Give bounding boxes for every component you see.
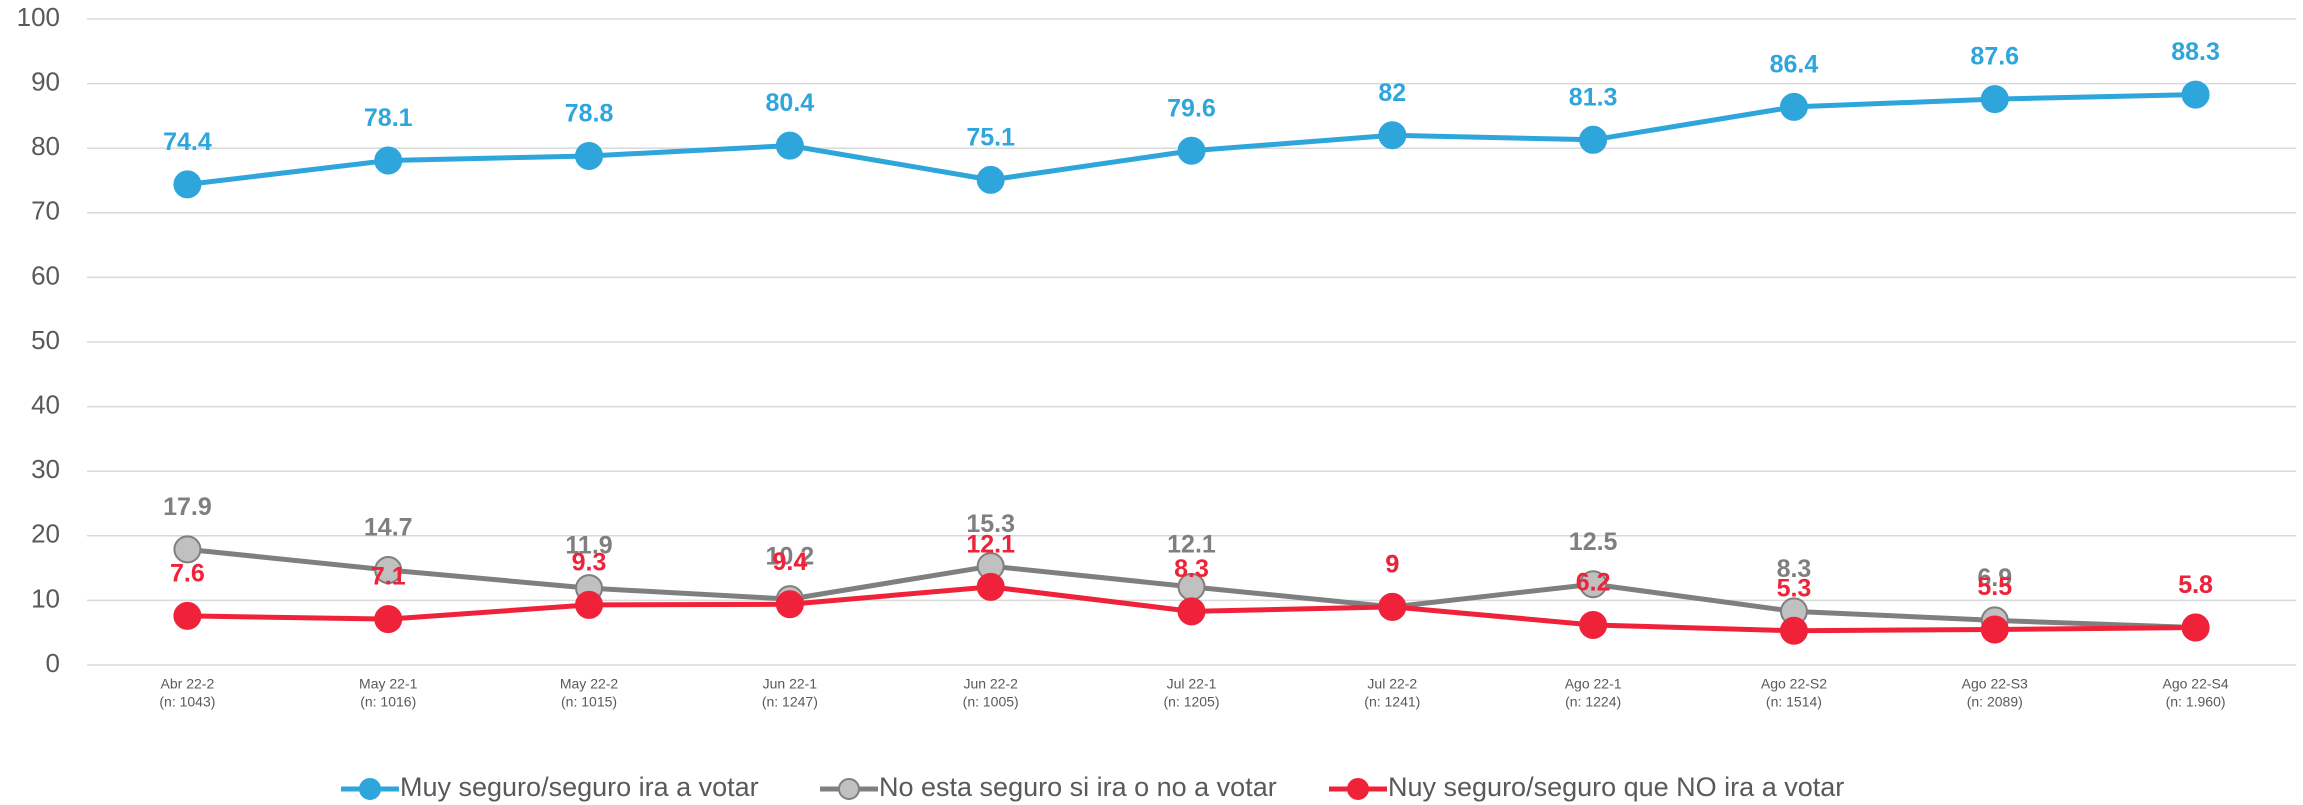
data-label: 6.9 — [1977, 564, 2012, 592]
data-label: 9 — [1385, 550, 1399, 578]
y-tick-label: 20 — [31, 519, 60, 549]
data-label: 8.3 — [1777, 555, 1812, 583]
marker — [173, 601, 202, 630]
marker — [374, 556, 403, 585]
legend-marker — [838, 778, 860, 800]
x-tick-label: Ago 22-S2 — [1761, 676, 1827, 692]
data-label: 80.4 — [766, 89, 815, 117]
y-tick-label: 90 — [31, 66, 60, 96]
marker — [1579, 570, 1608, 599]
data-label: 78.1 — [364, 104, 413, 132]
data-label: 11.9 — [565, 532, 612, 560]
marker — [1779, 92, 1808, 121]
marker — [1177, 597, 1206, 626]
x-tick-label: May 22-2 — [560, 676, 619, 692]
y-tick-label: 40 — [31, 389, 60, 419]
data-label: 5.8 — [2178, 571, 2213, 599]
marker — [1980, 615, 2009, 644]
legend-marker — [359, 778, 381, 800]
marker — [173, 535, 202, 564]
x-tick-label: Jul 22-2 — [1367, 676, 1417, 692]
y-tick-label: 60 — [31, 260, 60, 290]
y-tick-label: 10 — [31, 583, 60, 613]
data-label: 9 — [1385, 550, 1399, 578]
marker — [575, 590, 604, 619]
marker — [775, 590, 804, 619]
data-label: 82 — [1378, 79, 1406, 107]
data-label: 86.4 — [1770, 50, 1819, 78]
marker — [374, 146, 403, 175]
x-tick-label: Ago 22-S4 — [2163, 676, 2229, 692]
legend-label: No esta seguro si ira o no a votar — [879, 772, 1277, 802]
marker — [374, 605, 403, 634]
x-tick-label: (n: 1.960) — [2166, 694, 2226, 710]
data-label: 14.7 — [364, 514, 413, 542]
data-label: 87.6 — [1970, 43, 2019, 71]
x-tick-label: Ago 22-1 — [1565, 676, 1622, 692]
data-label: 5.3 — [1777, 574, 1812, 602]
data-label: 79.6 — [1167, 94, 1216, 122]
data-label: 5.8 — [2178, 571, 2213, 599]
x-tick-label: Jun 22-1 — [763, 676, 818, 692]
data-label: 9.4 — [772, 548, 807, 576]
data-label: 17.9 — [163, 493, 212, 521]
x-tick-label: May 22-1 — [359, 676, 418, 692]
marker — [775, 131, 804, 160]
data-label: 7.6 — [170, 560, 205, 588]
y-tick-label: 0 — [46, 648, 60, 678]
data-label: 9.3 — [572, 549, 607, 577]
data-label: 74.4 — [163, 128, 212, 156]
x-tick-label: Abr 22-2 — [161, 676, 215, 692]
marker — [1779, 616, 1808, 645]
marker — [2181, 613, 2210, 642]
x-tick-label: Jul 22-1 — [1167, 676, 1217, 692]
y-tick-label: 30 — [31, 454, 60, 484]
legend-label: Muy seguro/seguro ira a votar — [400, 772, 759, 802]
y-tick-label: 100 — [17, 2, 60, 32]
x-tick-label: (n: 1224) — [1565, 694, 1621, 710]
data-label: 81.3 — [1569, 83, 1618, 111]
x-tick-label: (n: 1043) — [159, 694, 215, 710]
data-label: 10.2 — [766, 543, 815, 571]
data-label: 78.8 — [565, 100, 614, 128]
marker — [1177, 136, 1206, 165]
legend-label: Nuy seguro/seguro que NO ira a votar — [1388, 772, 1844, 802]
data-label: 88.3 — [2171, 38, 2220, 66]
data-label: 15.3 — [966, 510, 1015, 538]
x-tick-label: (n: 1247) — [762, 694, 818, 710]
data-label: 12.1 — [966, 530, 1015, 558]
y-tick-label: 70 — [31, 196, 60, 226]
data-label: 8.3 — [1174, 555, 1209, 583]
legend-marker — [1347, 778, 1369, 800]
marker — [1579, 125, 1608, 154]
data-label: 75.1 — [966, 123, 1015, 151]
marker — [1378, 592, 1407, 621]
x-tick-label: (n: 1016) — [360, 694, 416, 710]
data-label: 12.5 — [1569, 528, 1618, 556]
data-label: 7.1 — [371, 563, 406, 591]
x-tick-label: (n: 1514) — [1766, 694, 1822, 710]
marker — [173, 170, 202, 199]
marker — [575, 141, 604, 170]
y-tick-label: 80 — [31, 131, 60, 161]
x-tick-label: (n: 1015) — [561, 694, 617, 710]
marker — [976, 572, 1005, 601]
x-tick-label: (n: 1241) — [1364, 694, 1420, 710]
data-label: 6.2 — [1576, 569, 1611, 597]
x-tick-label: (n: 1005) — [963, 694, 1019, 710]
y-tick-label: 50 — [31, 325, 60, 355]
x-tick-label: (n: 2089) — [1967, 694, 2023, 710]
x-tick-label: (n: 1205) — [1163, 694, 1219, 710]
marker — [976, 165, 1005, 194]
marker — [1378, 121, 1407, 150]
x-tick-label: Ago 22-S3 — [1962, 676, 2028, 692]
marker — [1579, 610, 1608, 639]
x-tick-label: Jun 22-2 — [963, 676, 1018, 692]
marker — [2181, 80, 2210, 109]
data-label: 12.1 — [1167, 530, 1216, 558]
marker — [1980, 85, 2009, 114]
data-label: 5.5 — [1977, 573, 2012, 601]
